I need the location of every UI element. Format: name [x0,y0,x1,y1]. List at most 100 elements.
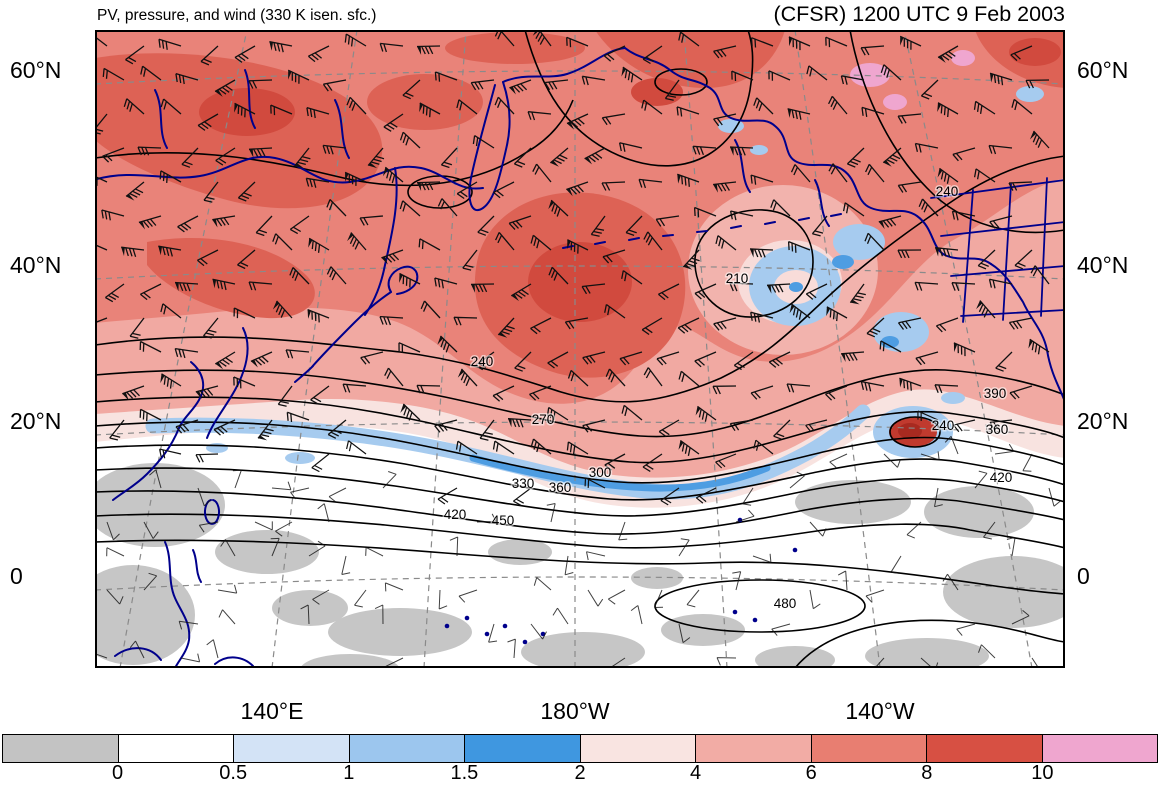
wind-barb [582,351,606,365]
wind-barb [1009,385,1033,400]
lat-tick-label-right: 0 [1077,563,1090,589]
wind-barb [140,65,162,81]
wind-barb [988,278,1013,289]
wind-barb [416,45,441,55]
wind-barb [619,351,643,366]
wind-barb [95,35,108,47]
colorbar-segment [1041,735,1157,762]
wind-barb [657,283,680,301]
graticule [95,30,1065,668]
wind-barb [328,487,347,503]
wind-barb [310,385,330,405]
lat-tick-label-right: 20°N [1077,408,1129,434]
wind-barb [305,177,330,188]
wind-barb-pennant [234,103,238,113]
wind-barb [326,266,347,285]
wind-barb [564,317,589,330]
wind-barb [678,623,691,643]
contour-label: 480 [774,596,797,611]
wind-barb [344,33,367,47]
wind-barb [584,477,606,489]
contour-label: 390 [984,386,1007,401]
wind-barb [934,487,943,508]
wind-barb-pennant [584,157,592,165]
wind-barb [234,102,256,118]
wind-barb [289,215,310,235]
wind-barb-pennant [419,103,423,113]
wind-barb [472,135,495,149]
wind-barb [604,303,626,319]
wind-barb [773,419,791,440]
contour-label: 270 [532,412,555,427]
wind-barb [215,147,236,166]
wind-barb [567,239,589,254]
wind-barb [742,487,754,506]
wind-barb-pennant [899,378,903,388]
wind-barb [109,419,125,441]
wind-barb [865,163,885,183]
wind-barb [548,266,569,285]
wind-barb [287,69,310,84]
wind-barb-pennant [548,200,554,210]
wind-barb [749,248,774,258]
wind-barb [234,45,256,63]
wind-barb-pennant [160,373,165,384]
wind-barb [678,31,700,47]
wind-barb [770,199,791,217]
wind-barb [399,272,421,288]
wind-barb [546,406,569,421]
wind-barb [214,351,236,367]
wind-barb [713,45,737,59]
wind-barb [846,147,865,168]
wind-barb [416,181,441,191]
wind-barb [218,609,236,625]
wind-barb [195,453,219,463]
wind-barb [897,181,922,193]
wind-barb [384,367,404,387]
wind-barb [550,199,569,217]
wind-barb [529,385,552,401]
wind-barb [129,317,145,339]
wind-barb [914,281,939,291]
wind-barb-pennant [730,147,734,156]
wind-barb [790,164,811,183]
wind-barb-pennant [566,188,573,197]
wind-barb [897,317,922,330]
wind-barb [456,181,478,200]
wind-barb [513,147,532,168]
wind-barb [123,98,145,115]
wind-barb [552,607,569,625]
wind-barb [676,106,700,117]
wind-barb [300,604,310,625]
colorbar-segment [579,735,695,762]
colorbar-segment [3,735,118,762]
wind-barb [917,410,939,422]
wind-barb [125,45,145,65]
wind-barb [753,439,774,455]
wind-barb [237,181,256,202]
contour-label: 420 [990,470,1013,485]
wind-barb [809,521,827,537]
wind-barb [434,419,458,433]
wind-barb [206,639,219,659]
wind-barb [752,553,772,563]
wind-barb [678,538,690,557]
wind-barb [174,347,199,359]
wind-barb [805,419,828,433]
wind-barb [354,589,367,608]
wind-barb [383,113,404,132]
wind-barb-pennant [368,162,378,169]
wind-barb [492,385,515,402]
wind-barb [805,283,828,300]
wind-barb-pennant [850,299,860,305]
wind-barb [977,249,996,270]
wind-barb [934,384,959,394]
wind-barb [768,351,791,368]
wind-barb [535,30,552,47]
wind-barb [951,210,976,221]
wind-barb [882,147,902,164]
wind-barb [622,66,643,83]
wind-barb [420,300,441,319]
wind-barb-pennant [399,273,403,283]
wind-barb [602,249,626,264]
